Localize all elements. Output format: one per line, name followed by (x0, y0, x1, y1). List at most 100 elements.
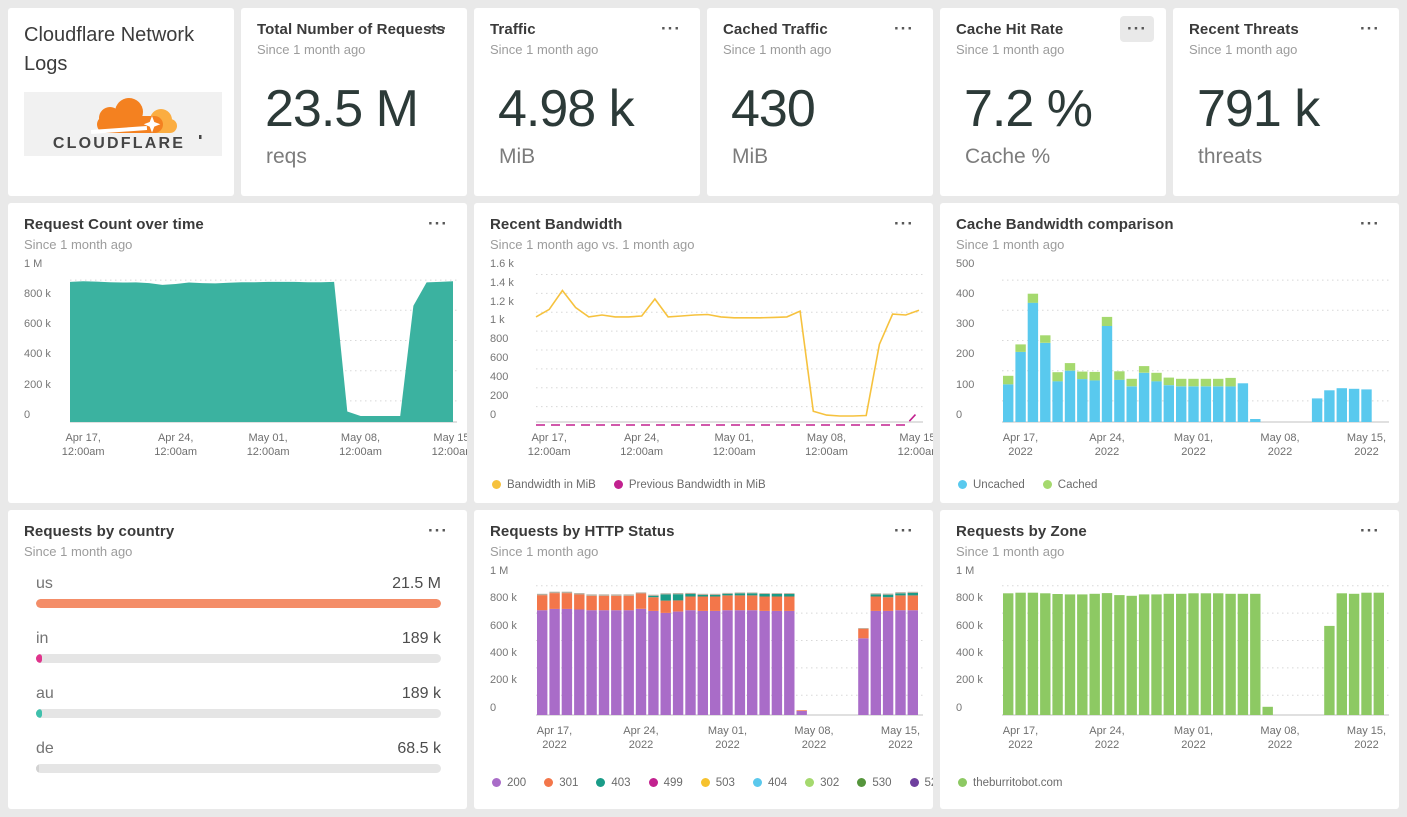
panel-menu-button[interactable]: ··· (1360, 213, 1380, 233)
panel-title: Cache Hit Rate (956, 21, 1064, 38)
legend-item[interactable]: Uncached (958, 479, 1025, 491)
legend-item[interactable]: 403 (596, 776, 631, 789)
y-axis-tick: 300 (956, 318, 975, 331)
stat-unit: reqs (266, 145, 307, 168)
legend-label: 499 (663, 776, 683, 789)
panel-requests-by-status: Requests by HTTP Status Since 1 month ag… (474, 509, 933, 809)
legend-item[interactable]: 301 (544, 777, 578, 789)
legend-item[interactable]: 404 (752, 777, 787, 789)
panel-menu-button[interactable]: ··· (894, 213, 914, 233)
legend-item[interactable]: 200 (492, 777, 526, 789)
legend-dot-icon (958, 480, 967, 490)
cache-bandwidth-chart[interactable]: 0 100 200 300 400 500 Apr 17, 2022 Apr 24, 2022 Ma… (956, 257, 1389, 466)
x-axis-tick: May 08, 2022 (794, 724, 834, 752)
panel-menu-button[interactable]: ··· (1120, 16, 1154, 42)
legend-label: 526 (924, 776, 934, 789)
legend-label: 403 (611, 776, 631, 789)
x-axis-tick: May 15, 2022 (880, 724, 921, 752)
y-axis-tick: 1.2 k (490, 295, 514, 308)
legend-item[interactable]: Bandwidth in MiB (492, 479, 596, 491)
country-code: au (36, 684, 54, 702)
panel-title: Cached Traffic (723, 21, 828, 38)
x-axis-tick: Apr 17, 2022 (536, 724, 573, 752)
legend-dot-icon (492, 480, 501, 490)
bottom-row: Requests by country Since 1 month ago ··… (8, 509, 1399, 809)
http-status-legend: 200301403499503404302530526524 (492, 776, 933, 789)
legend-item[interactable]: theburritobot.com (958, 777, 1063, 789)
y-axis-tick: 500 (956, 257, 975, 270)
legend-item[interactable]: 499 (648, 776, 683, 789)
zone-chart[interactable]: 0 200 k 400 k 600 k 800 k 1 M Apr 17, 2022 Apr 2… (956, 565, 1389, 759)
panel-menu-button[interactable]: ··· (1360, 520, 1380, 540)
panel-traffic: Traffic Since 1 month ago ··· 4.98 k MiB (474, 8, 700, 196)
stat-value: 791 k (1197, 80, 1320, 138)
cloudflare-logo-text: CLOUDFLARE (53, 135, 185, 152)
panel-subtitle: Since 1 month ago (24, 236, 133, 252)
x-axis-tick: Apr 17, 12:00am (527, 431, 571, 459)
panel-title: Recent Threats (1189, 21, 1299, 38)
panel-menu-button[interactable]: ··· (1360, 19, 1380, 38)
legend-label: 302 (820, 776, 840, 789)
country-value: 68.5 k (397, 739, 441, 757)
cloudflare-logo-image: CLOUDFLARE (53, 98, 202, 152)
stat-value: 4.98 k (498, 80, 635, 138)
stat-unit: MiB (732, 145, 769, 168)
http-status-chart[interactable]: 0 200 k 400 k 600 k 800 k 1 M Apr 17, 2022 Apr 2… (490, 564, 923, 759)
y-axis-tick: 400 k (24, 348, 51, 361)
x-axis-tick: Apr 24, 2022 (1089, 724, 1125, 752)
panel-subtitle: Since 1 month ago vs. 1 month ago (490, 236, 695, 252)
y-axis-tick: 200 k (24, 378, 51, 391)
panel-recent-bandwidth: Recent Bandwidth Since 1 month ago vs. 1… (474, 202, 933, 503)
panel-menu-button[interactable]: ··· (428, 520, 448, 540)
panel-title: Traffic (490, 21, 536, 38)
request-count-chart[interactable]: 0 200 k 400 k 600 k 800 k 1 M Apr 17, 12:00am Ap… (24, 258, 467, 466)
y-axis-tick: 1 M (490, 564, 509, 577)
legend-item[interactable]: 503 (700, 777, 735, 789)
stat-value: 430 (731, 80, 816, 138)
legend-item[interactable]: Previous Bandwidth in MiB (613, 479, 766, 491)
legend-label: theburritobot.com (973, 776, 1063, 789)
legend-item[interactable]: Cached (1042, 478, 1098, 491)
panel-menu-button[interactable]: ··· (428, 213, 448, 233)
panel-menu-button[interactable]: ··· (661, 19, 681, 38)
panel-cache-hit-rate: Cache Hit Rate Since 1 month ago ··· 7.2… (940, 8, 1166, 196)
x-axis-tick: Apr 17, 12:00am (61, 431, 105, 459)
panel-title: Requests by HTTP Status (490, 522, 675, 540)
panel-subtitle: Since 1 month ago (1189, 42, 1298, 57)
recent-bandwidth-chart[interactable]: 0 200 400 600 800 1 k 1.2 k 1.4 k 1.6 k Apr 17, 12… (490, 258, 933, 466)
country-value: 189 k (401, 684, 441, 702)
x-axis-tick: May 15, 2022 (1346, 431, 1387, 459)
top-row: Cloudflare Network Logs CLOUDFLARE Total… (8, 8, 1399, 196)
y-axis-tick: 200 (956, 348, 975, 361)
legend-item[interactable]: 526 (909, 776, 934, 789)
x-axis-tick: Apr 24, 12:00am (620, 431, 664, 459)
legend-item[interactable]: 302 (805, 777, 839, 789)
stat-value: 7.2 % (964, 80, 1093, 138)
legend-item[interactable]: 530 (857, 777, 892, 789)
x-axis-tick: May 15, 2022 (1346, 724, 1387, 752)
panel-title: Cache Bandwidth comparison (956, 215, 1174, 233)
panel-subtitle: Since 1 month ago (723, 42, 832, 57)
country-bar-fill (36, 598, 441, 608)
x-axis-tick: May 08, 2022 (1260, 431, 1300, 459)
legend-dot-icon (596, 778, 606, 788)
country-bar-track (36, 708, 441, 718)
y-axis-tick: 1.4 k (490, 276, 514, 289)
y-axis-tick: 600 k (956, 619, 983, 632)
country-bar-fill (36, 653, 43, 663)
panel-menu-button[interactable]: ··· (894, 520, 914, 540)
legend-label: Cached (1057, 478, 1098, 491)
y-axis-tick: 400 k (490, 647, 517, 660)
country-code: in (36, 629, 49, 647)
legend-label: Uncached (973, 478, 1025, 491)
panel-cached-traffic: Cached Traffic Since 1 month ago ··· 430… (707, 8, 933, 196)
panel-menu-button[interactable]: ··· (894, 19, 914, 38)
country-bar-track (36, 598, 441, 608)
panel-subtitle: Since 1 month ago (24, 543, 133, 559)
panel-requests-by-zone: Requests by Zone Since 1 month ago ··· 0… (940, 509, 1399, 809)
legend-dot-icon (1042, 480, 1052, 490)
country-code: us (36, 574, 53, 592)
panel-menu-button[interactable]: ··· (428, 19, 448, 38)
y-axis-tick: 0 (956, 408, 963, 421)
legend-dot-icon (958, 778, 967, 788)
